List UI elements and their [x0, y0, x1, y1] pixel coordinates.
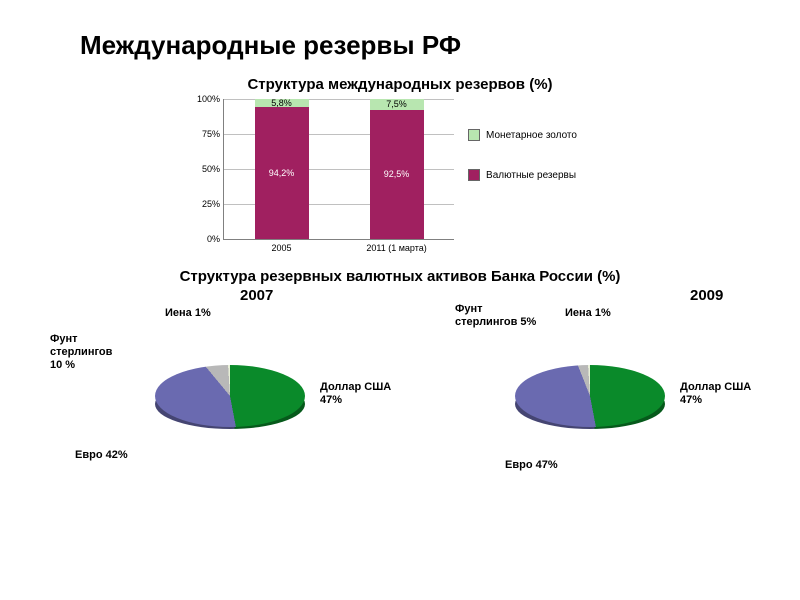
legend-item: Монетарное золото — [468, 129, 577, 141]
pies-row: 2007 Иена 1% Фунтстерлингов10 % Доллар США4… — [50, 289, 750, 489]
pie-top — [155, 365, 305, 427]
bar-chart-subtitle: Структура международных резервов (%) — [50, 76, 750, 93]
bar: 5,8%94,2%2005 — [255, 99, 309, 239]
pie-slice-label: Фунтстерлингов 5% — [455, 303, 536, 329]
y-tick-label: 50% — [202, 164, 220, 174]
pie-slice-label: Евро 42% — [75, 449, 128, 462]
y-tick-label: 75% — [202, 129, 220, 139]
pie-year-label: 2009 — [690, 287, 723, 304]
bar-segment: 7,5% — [370, 99, 424, 110]
y-tick-label: 0% — [207, 234, 220, 244]
main-title: Международные резервы РФ — [80, 30, 750, 61]
pie-chart — [155, 327, 305, 427]
pie-slice-label: Иена 1% — [165, 307, 211, 320]
bar-chart: 0%25%50%75%100% 5,8%94,2%20057,5%92,5%20… — [223, 99, 454, 240]
pie-slice-label: Иена 1% — [565, 307, 611, 320]
pie-block: 2009 Иена 1% Фунтстерлингов 5% Доллар США47… — [400, 289, 750, 489]
legend-swatch — [468, 169, 480, 181]
y-tick-label: 25% — [202, 199, 220, 209]
legend-label: Валютные резервы — [486, 170, 576, 181]
bar-chart-wrap: 0%25%50%75%100% 5,8%94,2%20057,5%92,5%20… — [50, 99, 750, 240]
bar-segment: 92,5% — [370, 110, 424, 240]
legend-label: Монетарное золото — [486, 130, 577, 141]
bar: 7,5%92,5%2011 (1 марта) — [370, 99, 424, 239]
pie-slice-label: Доллар США47% — [320, 381, 391, 407]
pie-slice-label: Доллар США47% — [680, 381, 751, 407]
y-tick-label: 100% — [197, 94, 220, 104]
pies-subtitle: Структура резервных валютных активов Бан… — [50, 268, 750, 285]
x-axis-label: 2005 — [232, 243, 332, 253]
pie-year-label: 2007 — [240, 287, 273, 304]
pie-slice-label: Евро 47% — [505, 459, 558, 472]
pie-slice-label: Фунтстерлингов10 % — [50, 333, 112, 373]
bar-segment: 5,8% — [255, 99, 309, 107]
bar-chart-legend: Монетарное золото Валютные резервы — [468, 99, 577, 209]
pie-block: 2007 Иена 1% Фунтстерлингов10 % Доллар США4… — [50, 289, 400, 489]
bar-segment: 94,2% — [255, 107, 309, 239]
x-axis-label: 2011 (1 марта) — [347, 243, 447, 253]
legend-swatch — [468, 129, 480, 141]
legend-item: Валютные резервы — [468, 169, 577, 181]
pie-chart — [515, 327, 665, 427]
pie-top — [515, 365, 665, 427]
